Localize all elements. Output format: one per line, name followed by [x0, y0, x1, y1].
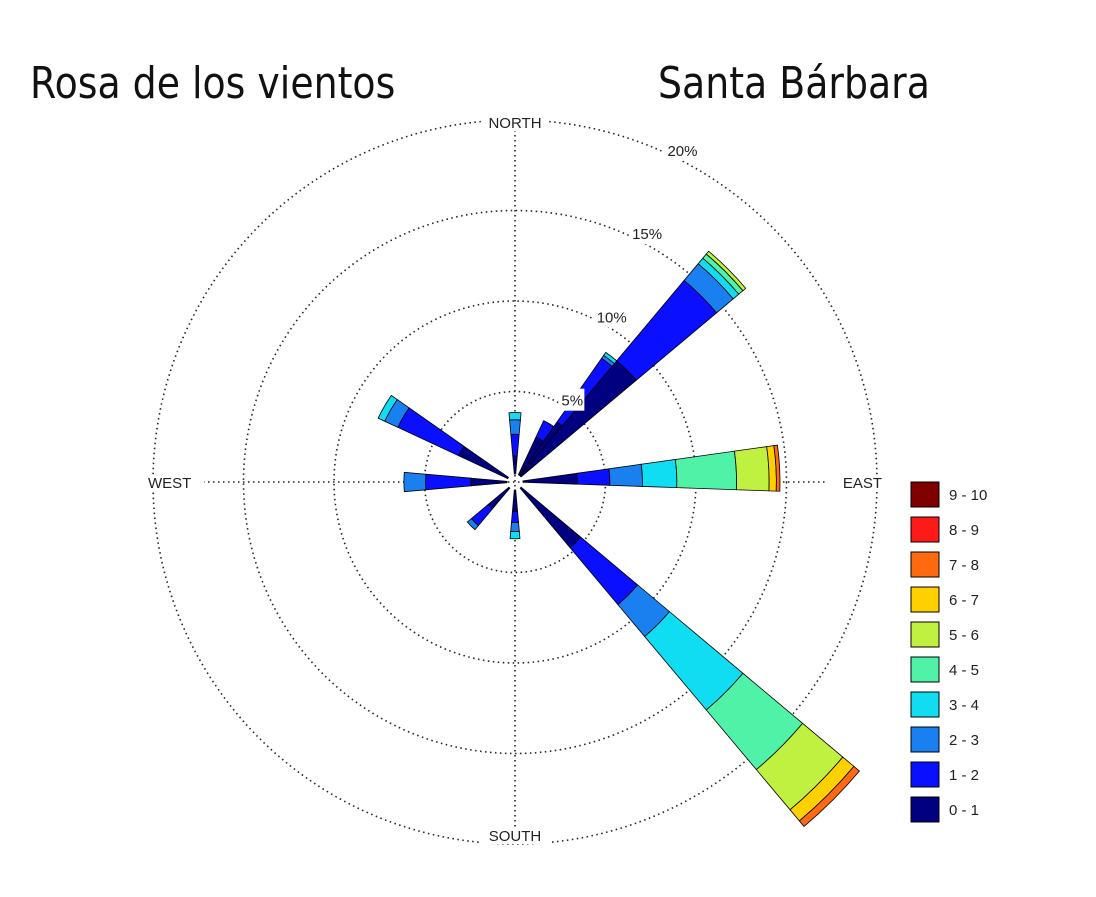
wind-sector-segment — [509, 531, 521, 540]
direction-label-west: WEST — [148, 475, 191, 492]
wind-sector-segment — [509, 419, 521, 435]
wind-sector-segment — [508, 412, 522, 421]
ring-label: 5% — [561, 393, 583, 410]
legend-swatch — [910, 516, 940, 543]
legend-swatch — [910, 586, 940, 613]
wind-sector-segment — [576, 468, 611, 486]
legend-swatch — [910, 726, 940, 753]
wind-sector-segment — [425, 473, 472, 491]
legend-label: 0 - 1 — [949, 802, 979, 819]
wind-sector-segment — [674, 450, 737, 491]
legend-swatch — [910, 796, 940, 823]
direction-label-background — [148, 475, 204, 491]
ring-label: 10% — [597, 309, 627, 326]
legend-label: 6 - 7 — [949, 592, 979, 609]
direction-label-background — [481, 828, 549, 844]
wind-sector-segment — [798, 765, 861, 828]
wind-sector-segment — [511, 489, 519, 513]
wind-sector-segment — [510, 433, 520, 457]
wind-sector-segment — [510, 521, 520, 533]
wind-sector-segment — [512, 455, 518, 475]
legend-swatch — [910, 761, 940, 788]
direction-label-east: EAST — [843, 475, 882, 492]
legend-swatch — [910, 621, 940, 648]
wind-sector-segment — [403, 471, 427, 493]
direction-label-background — [481, 115, 549, 131]
wind-sector-segment — [511, 511, 519, 523]
wind-sector-segment — [519, 486, 582, 549]
legend-swatch — [910, 691, 940, 718]
legend-label: 1 - 2 — [949, 767, 979, 784]
wind-sector-segment — [522, 472, 578, 485]
wind-sector-segment — [377, 394, 398, 422]
legend-label: 3 - 4 — [949, 697, 979, 714]
ring-label-background — [664, 138, 701, 161]
grid-ring — [242, 209, 788, 755]
wind-sector-segment — [487, 486, 511, 510]
wind-sector-segment — [458, 445, 510, 480]
wind-sector-segment — [470, 477, 508, 487]
legend-swatch — [910, 551, 940, 578]
location-title: Santa Bárbara — [658, 58, 930, 109]
ring-label-background — [593, 305, 630, 328]
legend-swatch — [910, 481, 940, 508]
chart-title: Rosa de los vientos — [30, 58, 396, 109]
wind-sector-segment — [640, 459, 678, 489]
direction-label-north: NORTH — [488, 115, 541, 132]
wind-sector-segment — [569, 536, 639, 606]
legend-label: 4 - 5 — [949, 662, 979, 679]
legend-swatch — [910, 656, 940, 683]
direction-label-south: SOUTH — [489, 828, 542, 845]
legend-label: 2 - 3 — [949, 732, 979, 749]
direction-label-background — [826, 475, 882, 491]
legend-label: 7 - 8 — [949, 557, 979, 574]
ring-label: 15% — [632, 226, 662, 243]
ring-label-background — [629, 222, 666, 245]
wind-sector-segment — [519, 360, 637, 478]
legend-label: 8 - 9 — [949, 522, 979, 539]
wind-sector-segment — [397, 407, 465, 457]
wind-sector-segment — [705, 250, 747, 292]
legend-label: 5 - 6 — [949, 627, 979, 644]
wind-sector-segment — [733, 446, 770, 492]
ring-label: 20% — [667, 143, 697, 160]
ring-label-background — [558, 388, 585, 411]
wind-sector-segment — [773, 444, 781, 492]
legend-label: 9 - 10 — [949, 487, 987, 504]
wind-sector-segment — [466, 517, 480, 531]
wind-sector-segment — [608, 463, 643, 487]
